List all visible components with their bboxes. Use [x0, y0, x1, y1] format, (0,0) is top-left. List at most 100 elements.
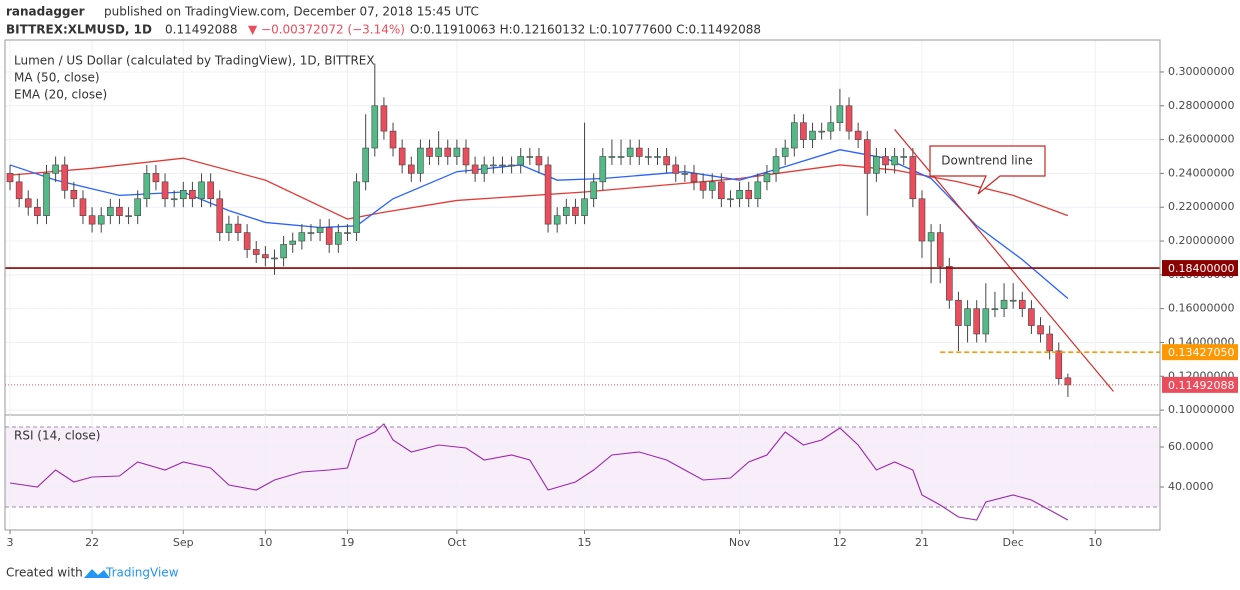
price-marker — [1162, 260, 1238, 277]
x-tick-label: 12 — [833, 536, 847, 549]
candle-body — [581, 198, 588, 216]
candle-body — [590, 181, 597, 200]
candle-body — [453, 147, 461, 157]
panel-title: Lumen / US Dollar (calculated by Trading… — [14, 54, 375, 68]
candle-body — [772, 156, 780, 174]
candle-body — [553, 215, 561, 225]
candle-body — [252, 249, 260, 255]
candle-body — [982, 308, 990, 335]
candle-body — [134, 198, 141, 216]
x-tick-label: 19 — [340, 536, 354, 549]
candle-body — [882, 156, 889, 166]
candle-body — [699, 181, 707, 191]
candle-body — [1009, 299, 1017, 302]
candle-body — [809, 130, 816, 140]
candle-body — [508, 164, 515, 167]
candle-body — [891, 156, 898, 166]
y-tick-label: 0.28000000 — [1168, 99, 1234, 112]
candle-body — [663, 156, 670, 166]
y-tick-label: 0.10000000 — [1168, 403, 1234, 416]
y-tick-label: 0.24000000 — [1168, 166, 1234, 179]
x-tick-label: Nov — [729, 536, 751, 549]
candle-body — [973, 308, 980, 335]
candle-body — [754, 181, 762, 200]
candle-body — [544, 164, 552, 225]
y-tick-label: 0.30000000 — [1168, 65, 1234, 78]
candle-body — [280, 244, 287, 259]
candle-body — [43, 173, 50, 216]
candle-body — [854, 130, 862, 140]
candle-body — [1000, 299, 1008, 309]
annotation-text: Downtrend line — [941, 154, 1032, 168]
rsi-line — [9, 423, 1069, 521]
y-tick-label: 0.20000000 — [1168, 234, 1234, 247]
ohlc: O:0.11910063 H:0.12160132 L:0.10777600 C… — [410, 23, 761, 37]
x-tick-label: 10 — [258, 536, 272, 549]
candle-body — [344, 232, 351, 234]
candle-body — [97, 215, 105, 225]
candle-body — [435, 147, 442, 157]
plot-area: 0.100000000.120000000.140000000.16000000… — [4, 39, 1238, 549]
candle-body — [262, 254, 269, 259]
candle-body — [791, 122, 798, 149]
candle-body — [718, 181, 725, 200]
rsi-band — [5, 427, 1160, 507]
candle-body — [517, 156, 525, 166]
candle-body — [125, 215, 132, 217]
candle-body — [727, 198, 734, 201]
chart-frame — [4, 39, 1161, 531]
candle-body — [444, 147, 452, 157]
candle-body — [927, 232, 935, 242]
candle-body — [107, 206, 114, 216]
candle-body — [207, 181, 214, 200]
panel-title: RSI (14, close) — [14, 429, 100, 443]
legend-entry: EMA (20, close) — [14, 88, 107, 102]
x-tick-label: 15 — [578, 536, 592, 549]
candle-body — [526, 156, 534, 158]
candle-body — [152, 173, 160, 183]
candle-body — [708, 181, 716, 191]
candle-body — [88, 215, 96, 225]
candle-body — [690, 173, 698, 183]
candle-body — [572, 206, 579, 216]
candle-body — [900, 156, 908, 158]
candle-body — [307, 232, 315, 234]
footer-created: Created with — [6, 566, 83, 580]
y-tick-label: 0.26000000 — [1168, 133, 1234, 146]
candle-body — [626, 147, 634, 157]
price-marker-label: 0.11492088 — [1168, 379, 1234, 392]
price-marker-label: 0.18400000 — [1168, 262, 1234, 275]
candle-body — [991, 308, 999, 310]
candle-body — [645, 156, 652, 158]
candle-body — [955, 299, 962, 326]
candle-body — [499, 164, 506, 167]
candle-body — [298, 232, 306, 242]
candle-body — [6, 173, 14, 183]
candle-body — [827, 122, 835, 132]
candle-body — [462, 147, 470, 166]
x-tick-label: 21 — [915, 536, 929, 549]
published: published on TradingView.com, December 0… — [104, 5, 479, 19]
candle-body — [407, 164, 415, 174]
candle-body — [116, 206, 123, 216]
candle-body — [818, 130, 825, 133]
candle-body — [836, 105, 844, 123]
candle-body — [426, 147, 433, 157]
y-tick-label: 0.16000000 — [1168, 302, 1234, 315]
candle-body — [271, 257, 278, 260]
y-tick-label: 60.0000 — [1168, 440, 1214, 453]
indicator-line — [9, 157, 1069, 220]
candle-body — [161, 181, 169, 200]
price-marker-label: 0.13427050 — [1168, 346, 1234, 359]
candle-body — [918, 198, 926, 242]
candle-body — [535, 156, 543, 166]
candle-body — [243, 232, 251, 250]
candle-body — [15, 181, 23, 200]
candle-body — [781, 147, 789, 157]
candle-body — [198, 181, 205, 200]
candle-body — [61, 164, 69, 191]
candle-body — [1018, 299, 1026, 309]
candle-body — [380, 105, 388, 132]
candle-body — [179, 190, 187, 200]
